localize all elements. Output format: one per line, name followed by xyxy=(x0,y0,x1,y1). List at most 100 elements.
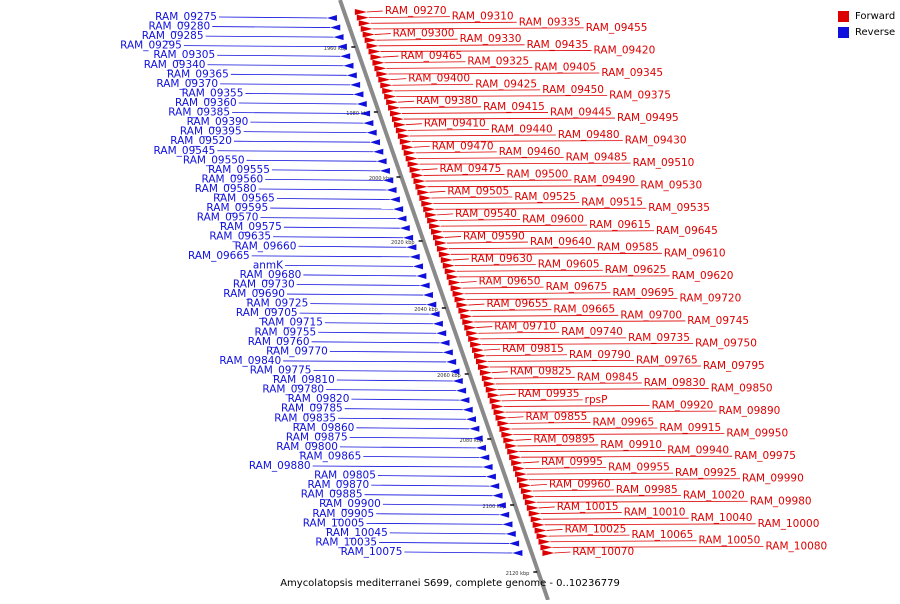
reverse-gene-label[interactable]: RAM_09520 xyxy=(170,135,232,147)
forward-gene-label[interactable]: RAM_09950 xyxy=(726,428,788,440)
forward-gene-feature[interactable] xyxy=(481,375,494,382)
forward-gene-feature[interactable] xyxy=(515,471,528,478)
forward-gene-label[interactable]: RAM_09535 xyxy=(648,202,710,214)
forward-gene-feature[interactable] xyxy=(382,87,395,94)
reverse-gene-feature[interactable] xyxy=(466,416,477,423)
forward-gene-label[interactable]: RAM_09740 xyxy=(561,326,623,338)
forward-gene-label[interactable]: RAM_09750 xyxy=(695,337,757,349)
forward-gene-label[interactable]: RAM_09435 xyxy=(527,39,589,51)
forward-gene-label[interactable]: RAM_09695 xyxy=(613,287,675,299)
reverse-gene-feature[interactable] xyxy=(505,530,516,537)
forward-gene-feature[interactable] xyxy=(423,206,436,213)
reverse-gene-label[interactable]: RAM_09730 xyxy=(233,279,295,291)
forward-gene-label[interactable]: RAM_09720 xyxy=(679,292,741,304)
forward-gene-feature[interactable] xyxy=(444,268,457,275)
reverse-gene-feature[interactable] xyxy=(350,81,361,88)
reverse-gene-feature[interactable] xyxy=(416,272,427,279)
forward-gene-label[interactable]: RAM_09955 xyxy=(608,461,670,473)
forward-gene-feature[interactable] xyxy=(356,14,369,21)
forward-gene-label[interactable]: RAM_09910 xyxy=(600,439,662,451)
forward-gene-label[interactable]: RAM_10070 xyxy=(572,546,634,558)
forward-gene-label[interactable]: RAM_09735 xyxy=(628,332,690,344)
forward-gene-label[interactable]: RAM_09985 xyxy=(616,484,678,496)
forward-gene-feature[interactable] xyxy=(364,37,377,44)
forward-gene-feature[interactable] xyxy=(456,302,469,309)
reverse-gene-feature[interactable] xyxy=(502,521,513,528)
reverse-gene-feature[interactable] xyxy=(413,263,424,270)
forward-gene-feature[interactable] xyxy=(380,82,393,89)
forward-gene-feature[interactable] xyxy=(520,488,533,495)
forward-gene-feature[interactable] xyxy=(415,183,428,190)
forward-gene-label[interactable]: RAM_10000 xyxy=(758,518,820,530)
forward-gene-feature[interactable] xyxy=(395,127,408,134)
forward-gene-feature[interactable] xyxy=(360,25,373,32)
reverse-gene-label[interactable]: RAM_09680 xyxy=(240,269,302,281)
forward-gene-label[interactable]: RAM_09330 xyxy=(460,33,522,45)
forward-gene-label[interactable]: RAM_09505 xyxy=(447,185,509,197)
forward-gene-label[interactable]: RAM_09470 xyxy=(432,140,494,152)
forward-gene-feature[interactable] xyxy=(497,420,510,427)
reverse-gene-label[interactable]: RAM_09870 xyxy=(307,479,369,491)
forward-gene-label[interactable]: RAM_09415 xyxy=(483,101,545,113)
forward-gene-label[interactable]: RAM_09455 xyxy=(586,22,648,34)
reverse-gene-feature[interactable] xyxy=(369,139,380,146)
forward-gene-label[interactable]: RAM_09845 xyxy=(577,371,639,383)
reverse-gene-feature[interactable] xyxy=(479,454,490,461)
reverse-gene-feature[interactable] xyxy=(330,24,341,31)
forward-gene-feature[interactable] xyxy=(440,256,453,263)
reverse-gene-feature[interactable] xyxy=(439,339,450,346)
reverse-gene-label[interactable]: RAM_09370 xyxy=(156,78,218,90)
forward-gene-feature[interactable] xyxy=(493,409,506,416)
reverse-gene-feature[interactable] xyxy=(432,320,443,327)
forward-gene-feature[interactable] xyxy=(409,166,422,173)
reverse-gene-feature[interactable] xyxy=(449,368,460,375)
reverse-gene-feature[interactable] xyxy=(426,301,437,308)
forward-gene-feature[interactable] xyxy=(452,290,465,297)
reverse-gene-feature[interactable] xyxy=(446,358,457,365)
forward-gene-label[interactable]: RAM_09665 xyxy=(553,304,615,316)
forward-gene-feature[interactable] xyxy=(526,504,539,511)
forward-gene-feature[interactable] xyxy=(436,245,449,252)
reverse-gene-label[interactable]: RAM_09905 xyxy=(312,508,374,520)
reverse-gene-label[interactable]: RAM_09575 xyxy=(220,221,282,233)
reverse-gene-label[interactable]: RAM_09665 xyxy=(188,250,250,262)
forward-gene-feature[interactable] xyxy=(417,189,430,196)
reverse-gene-label[interactable]: RAM_09865 xyxy=(300,450,362,462)
reverse-gene-feature[interactable] xyxy=(356,100,367,107)
reverse-gene-feature[interactable] xyxy=(340,53,351,60)
forward-gene-label[interactable]: RAM_09710 xyxy=(494,321,556,333)
reverse-gene-label[interactable]: RAM_09340 xyxy=(144,59,206,71)
reverse-gene-label[interactable]: anmK xyxy=(253,259,284,271)
forward-gene-label[interactable]: RAM_09850 xyxy=(711,383,773,395)
forward-gene-feature[interactable] xyxy=(399,138,412,145)
forward-gene-label[interactable]: RAM_09335 xyxy=(519,16,581,28)
forward-gene-feature[interactable] xyxy=(505,442,518,449)
forward-gene-label[interactable]: RAM_09485 xyxy=(566,152,628,164)
forward-gene-feature[interactable] xyxy=(485,386,498,393)
forward-gene-feature[interactable] xyxy=(475,358,488,365)
reverse-gene-feature[interactable] xyxy=(475,444,486,451)
reverse-gene-label[interactable]: RAM_09770 xyxy=(266,345,328,357)
forward-gene-label[interactable]: RAM_09500 xyxy=(507,168,569,180)
forward-gene-label[interactable]: RAM_09585 xyxy=(597,242,659,254)
forward-gene-label[interactable]: RAM_09430 xyxy=(625,135,687,147)
forward-gene-label[interactable]: RAM_09590 xyxy=(463,230,525,242)
forward-gene-feature[interactable] xyxy=(489,397,502,404)
forward-gene-feature[interactable] xyxy=(542,550,555,556)
forward-gene-feature[interactable] xyxy=(388,104,401,111)
forward-gene-feature[interactable] xyxy=(460,313,473,320)
forward-gene-label[interactable]: RAM_10010 xyxy=(624,507,686,519)
forward-gene-label[interactable]: RAM_09475 xyxy=(440,163,502,175)
forward-gene-feature[interactable] xyxy=(442,262,455,269)
reverse-gene-label[interactable]: RAM_10005 xyxy=(303,517,365,529)
forward-gene-feature[interactable] xyxy=(501,431,514,438)
forward-gene-feature[interactable] xyxy=(468,335,481,342)
reverse-gene-feature[interactable] xyxy=(512,550,523,556)
forward-gene-label[interactable]: RAM_09895 xyxy=(533,433,595,445)
forward-gene-label[interactable]: RAM_09630 xyxy=(471,253,533,265)
forward-gene-feature[interactable] xyxy=(517,476,530,483)
reverse-gene-label[interactable]: RAM_09275 xyxy=(155,11,217,23)
forward-gene-feature[interactable] xyxy=(470,341,483,348)
forward-gene-feature[interactable] xyxy=(536,533,549,540)
reverse-gene-label[interactable]: RAM_09660 xyxy=(235,240,297,252)
